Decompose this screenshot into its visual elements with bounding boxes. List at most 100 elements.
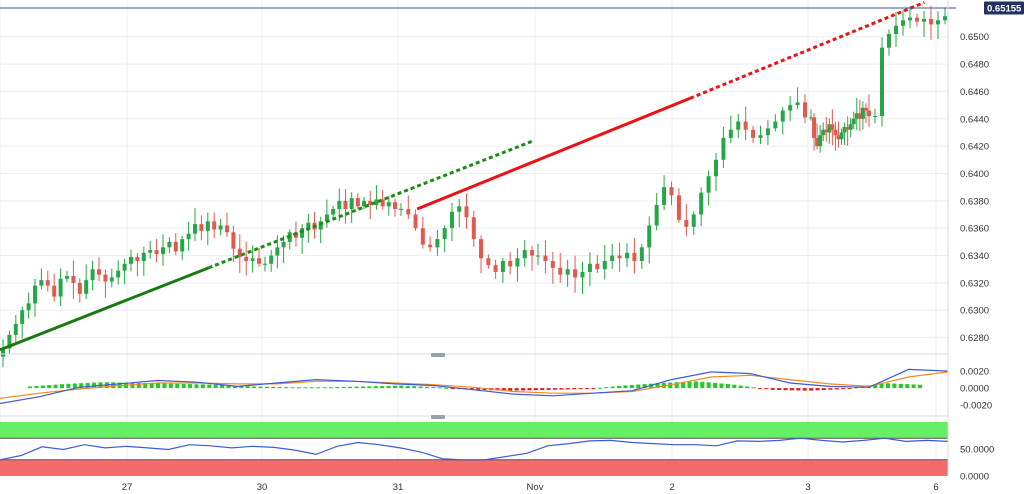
macd-histogram-bar [28, 386, 32, 389]
macd-histogram-bar [885, 383, 890, 389]
macd-tick-label: -0.0020 [960, 401, 992, 412]
macd-histogram-bar [572, 388, 577, 390]
candle-body [337, 200, 342, 210]
macd-histogram-bar [168, 383, 173, 389]
candle-body [269, 255, 274, 264]
price-tick-label: 0.6480 [960, 60, 989, 71]
candle-body [706, 176, 711, 193]
macd-histogram-bar [898, 383, 903, 389]
candle-body [587, 263, 592, 272]
macd-histogram-bar [706, 382, 711, 389]
candle-body [428, 244, 433, 248]
macd-histogram-bar [309, 387, 314, 389]
macd-histogram-bar [636, 384, 641, 389]
macd-histogram-bar [610, 386, 615, 389]
macd-histogram-bar [380, 386, 385, 389]
candle-body [218, 225, 223, 230]
price-tick-label: 0.6420 [960, 142, 989, 153]
candle-body [536, 255, 540, 257]
candle-body [845, 126, 850, 130]
candle-body [193, 224, 197, 234]
macd-histogram-bar [642, 384, 647, 389]
macd-histogram-bar [424, 386, 429, 389]
candle-body [758, 135, 763, 138]
macd-histogram-bar [156, 383, 161, 389]
macd-histogram-bar [521, 388, 526, 391]
macd-histogram-bar [175, 383, 180, 389]
candle-body [362, 200, 367, 207]
macd-histogram-bar [834, 388, 839, 390]
macd-histogram-bar [226, 385, 231, 389]
macd-histogram-bar [85, 382, 90, 389]
candle-body [901, 20, 905, 26]
macd-histogram-bar [264, 386, 269, 389]
candle-body [65, 276, 69, 279]
candle-body [493, 265, 498, 272]
candle-body [867, 110, 871, 117]
macd-histogram-bar [360, 386, 365, 389]
candle-body [471, 217, 476, 240]
macd-histogram-bar [53, 384, 58, 389]
candle-body [180, 239, 185, 252]
candle-body [887, 33, 891, 48]
macd-histogram-bar [328, 387, 333, 389]
macd-histogram-bar [213, 384, 218, 389]
candle-body [173, 241, 178, 252]
candle-body [442, 228, 447, 240]
candle-body [116, 270, 121, 278]
candle-body [90, 269, 95, 281]
macd-tick-label: 0.0020 [960, 367, 989, 378]
candle-body [71, 276, 76, 283]
candle-body [343, 200, 348, 210]
x-tick-label: 31 [393, 482, 404, 493]
candle-body [714, 159, 718, 177]
trendline [416, 96, 691, 211]
macd-histogram-bar [79, 383, 84, 389]
price-tick-label: 0.6300 [960, 306, 989, 317]
macd-histogram-bar [200, 384, 205, 389]
candle-body [809, 117, 813, 119]
candle-body [263, 263, 267, 265]
candle-body [380, 199, 385, 207]
candle-body [1, 348, 5, 357]
macd-histogram-bar [841, 388, 846, 390]
macd-histogram-bar [514, 388, 519, 391]
macd-histogram-bar [111, 382, 116, 389]
candle-body [457, 206, 462, 212]
candle-body [743, 121, 748, 130]
candle-body [141, 252, 146, 262]
macd-histogram-bar [469, 388, 474, 390]
macd-histogram-bar [482, 388, 487, 391]
macd-signal-line [0, 371, 949, 399]
candle-body [515, 258, 520, 267]
candle-body [857, 113, 862, 119]
candle-body [435, 239, 440, 248]
candle-body [103, 274, 108, 282]
candle-body [654, 204, 659, 226]
candle-body [815, 137, 820, 147]
resize-handle [431, 353, 445, 357]
macd-histogram-bar [809, 388, 814, 391]
macd-histogram-bar [143, 383, 148, 389]
candle-body [250, 258, 255, 262]
candle-body [839, 132, 844, 140]
macd-histogram-bar [719, 383, 724, 389]
macd-histogram-bar [34, 385, 39, 389]
macd-histogram-bar [764, 388, 769, 390]
macd-histogram-bar [501, 388, 506, 391]
candle-body [122, 263, 127, 271]
rsi-line [0, 437, 949, 461]
x-tick-label: Nov [527, 482, 544, 493]
candle-body [154, 250, 159, 255]
candle-body [833, 129, 838, 136]
macd-tick-label: 0.0000 [960, 384, 989, 395]
candle-body [803, 102, 807, 118]
macd-histogram-bar [527, 388, 532, 391]
macd-histogram-bar [149, 383, 154, 389]
candle-body [736, 121, 741, 130]
price-tick-label: 0.6340 [960, 251, 989, 262]
macd-histogram-bar [277, 387, 282, 389]
macd-histogram-bar [732, 384, 737, 389]
candle-body [842, 126, 847, 133]
candle-body [355, 198, 360, 207]
